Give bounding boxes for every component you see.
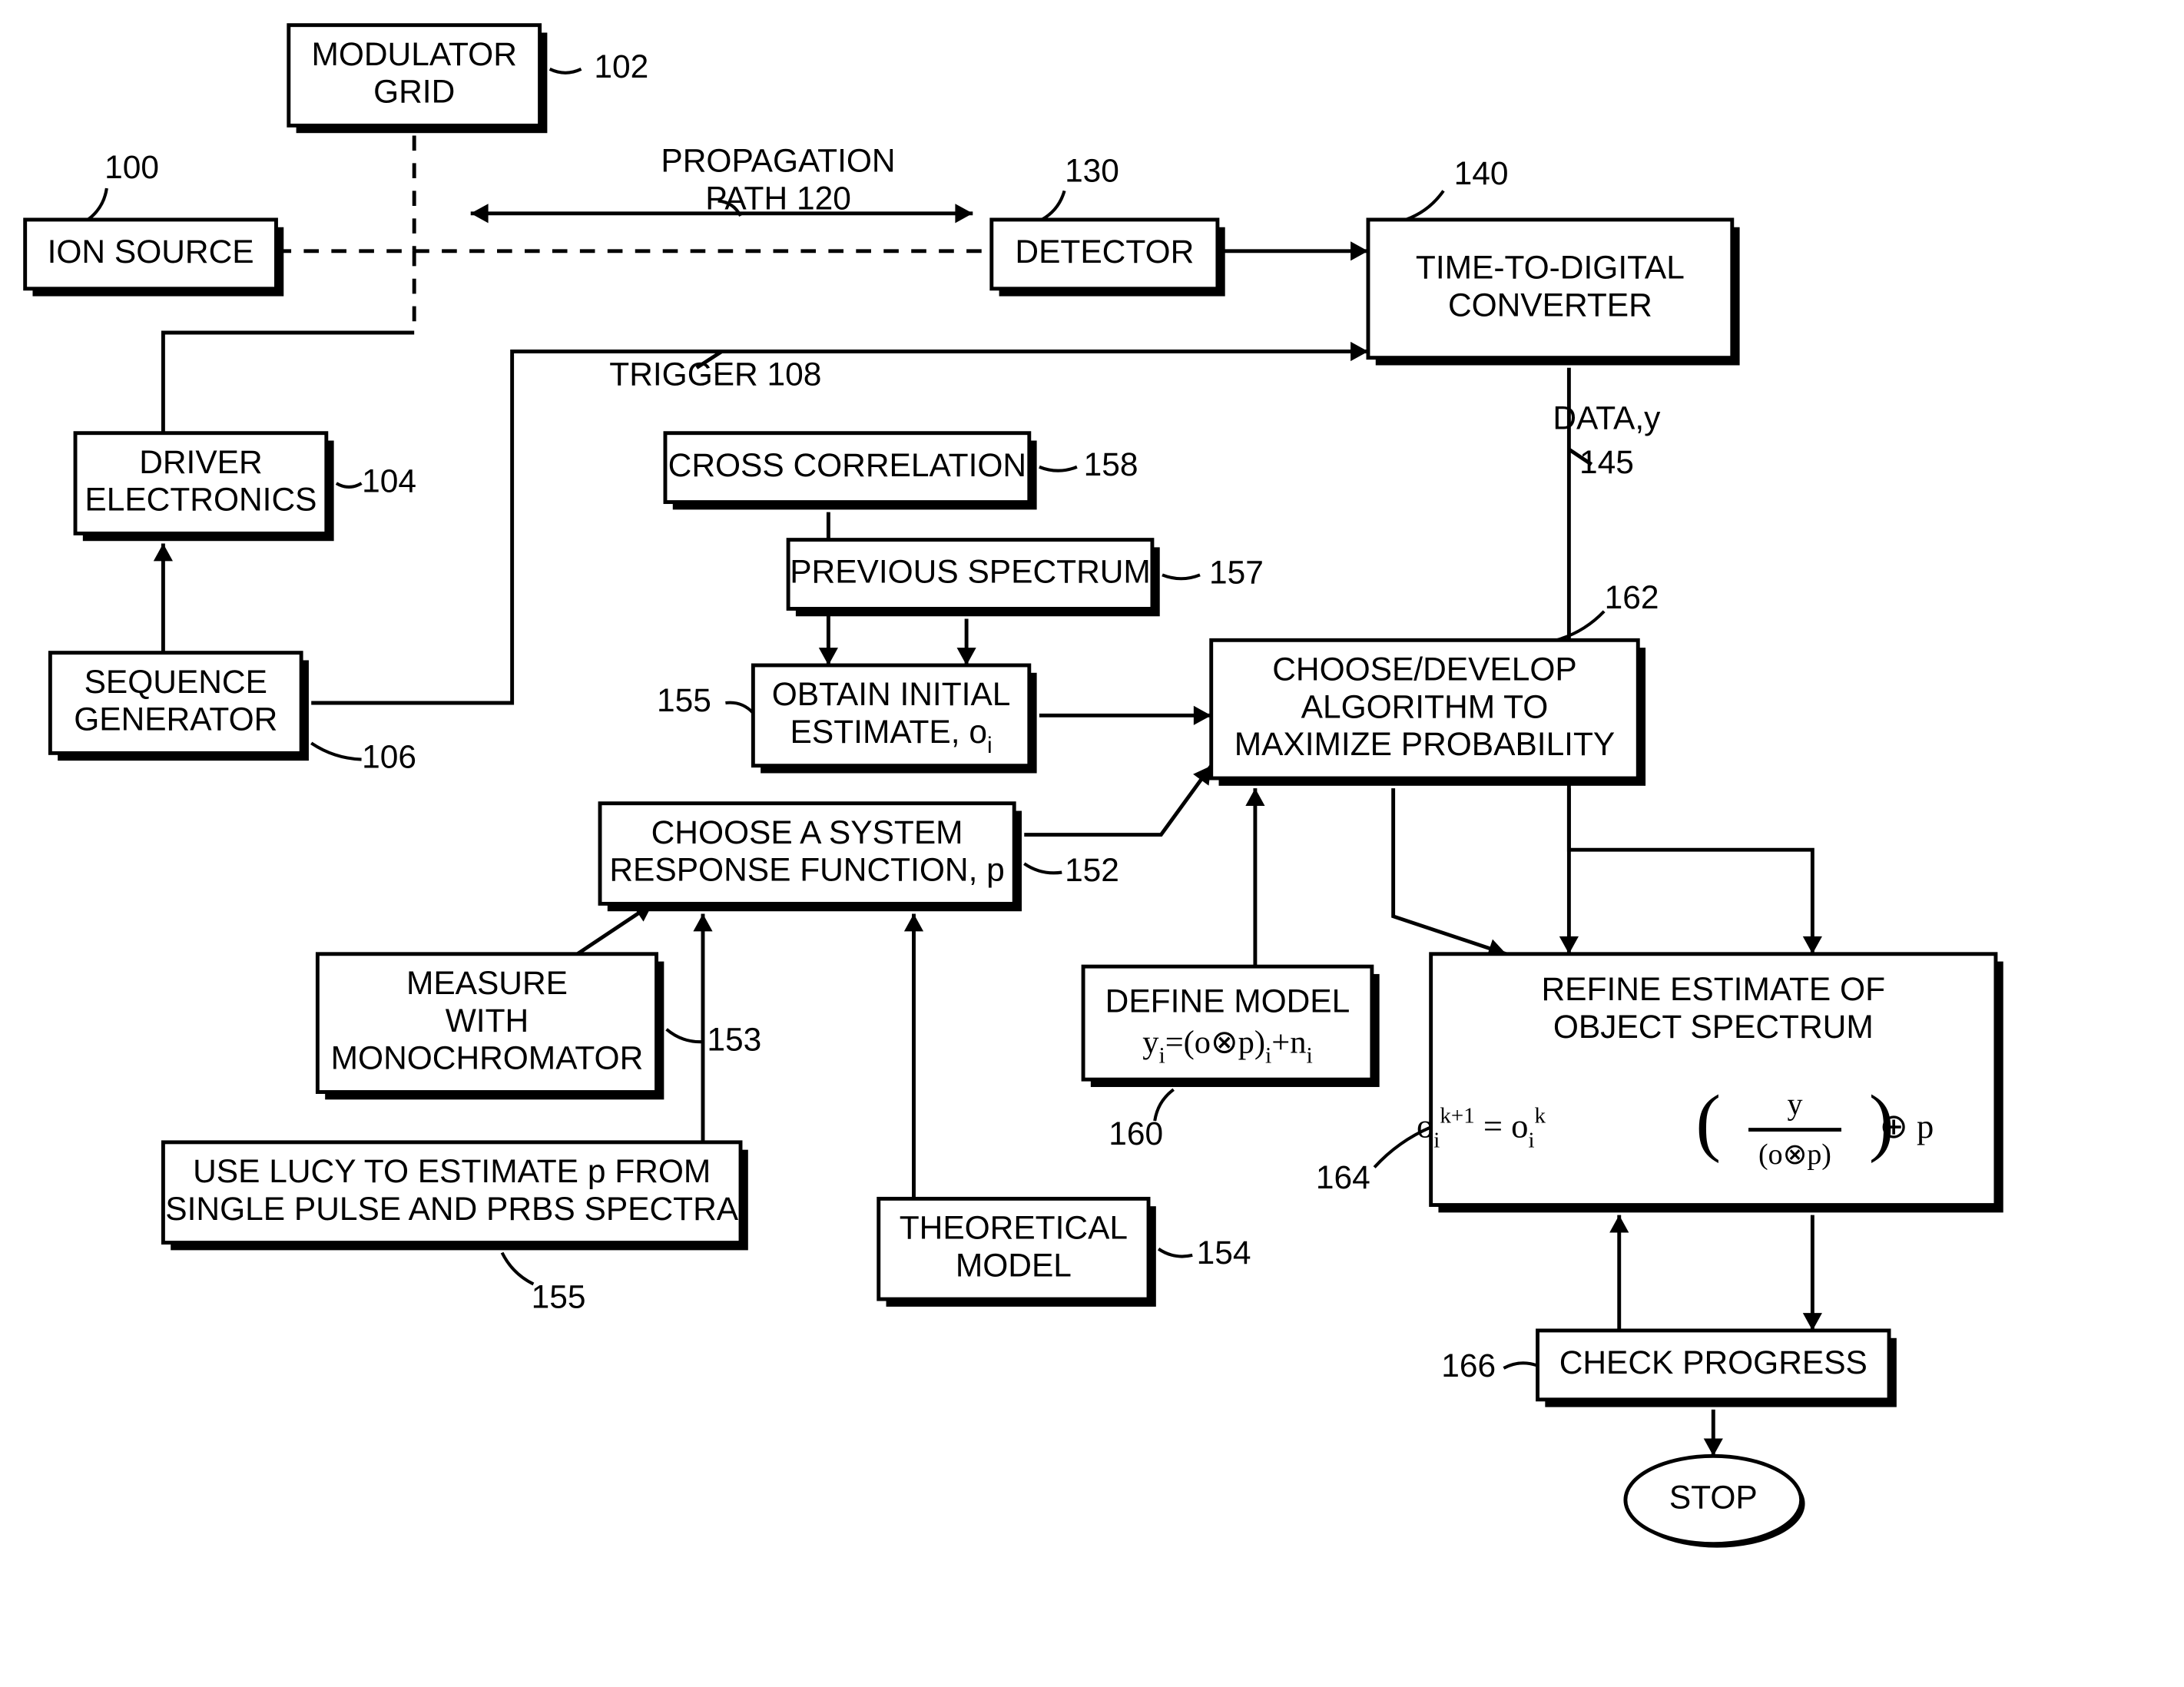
ref-cross_corr: 158	[1084, 447, 1138, 483]
ref-previous_spec: 157	[1209, 555, 1264, 592]
ref-check_progress: 166	[1441, 1348, 1496, 1384]
ref-define_model: 160	[1109, 1116, 1163, 1152]
edge	[1569, 788, 1812, 954]
ref-tdc: 140	[1454, 156, 1509, 192]
eq-tail: ⊕ p	[1880, 1107, 1934, 1145]
label-cross_corr: CROSS CORRELATION	[668, 448, 1026, 484]
eq-paren-l: (	[1695, 1081, 1721, 1164]
label-choose_alg: ALGORITHM TO	[1301, 689, 1549, 725]
ref-detector: 130	[1065, 154, 1119, 190]
label-driver_elec: ELECTRONICS	[85, 482, 316, 519]
free-label-trigger_108: TRIGGER 108	[609, 356, 821, 393]
label-check_progress: CHECK PROGRESS	[1559, 1345, 1868, 1381]
edge	[1394, 788, 1506, 954]
label-define_model: DEFINE MODEL	[1105, 983, 1351, 1019]
label-tdc: CONVERTER	[1448, 287, 1652, 323]
label-detector: DETECTOR	[1015, 234, 1194, 270]
label-measure_mono: MEASURE	[406, 966, 568, 1002]
label-tdc: TIME-TO-DIGITAL	[1416, 250, 1685, 287]
label-modulator_grid: GRID	[373, 75, 455, 111]
edge	[163, 333, 414, 433]
label-measure_mono: MONOCHROMATOR	[331, 1041, 644, 1077]
label-use_lucy: USE LUCY TO ESTIMATE p FROM	[193, 1154, 711, 1190]
label-measure_mono: WITH	[446, 1003, 529, 1039]
ref-obtain_initial: 155	[657, 683, 711, 719]
flow-diagram: ION SOURCE 100 MODULATORGRID 102 DRIVERELECT…	[0, 0, 2184, 1687]
free-label-path_120: PATH 120	[705, 181, 851, 217]
label-refine-2: OBJECT SPECTRUM	[1553, 1009, 1874, 1046]
ref-choose_alg: 162	[1605, 580, 1659, 616]
edge	[1024, 766, 1211, 835]
ref-driver_elec: 104	[362, 463, 416, 499]
label-choose_alg: CHOOSE/DEVELOP	[1272, 652, 1577, 688]
label-sequence_gen: SEQUENCE	[85, 665, 267, 701]
ref-choose_system: 152	[1065, 853, 1119, 889]
ref-use_lucy: 155	[532, 1279, 586, 1315]
free-label-propagation: PROPAGATION	[661, 144, 895, 180]
ref-ion_source: 100	[104, 150, 159, 186]
ref-refine: 164	[1316, 1160, 1370, 1196]
ref-sequence_gen: 106	[362, 740, 416, 776]
label-previous_spec: PREVIOUS SPECTRUM	[790, 555, 1151, 591]
label-ion_source: ION SOURCE	[48, 234, 254, 270]
ref-measure_mono: 153	[707, 1022, 761, 1058]
eq-num: y	[1787, 1086, 1802, 1121]
label-refine: REFINE ESTIMATE OF	[1542, 972, 1886, 1008]
free-label-data_145: 145	[1579, 445, 1634, 481]
label-use_lucy: SINGLE PULSE AND PRBS SPECTRA	[165, 1192, 738, 1228]
label-stop: STOP	[1669, 1480, 1758, 1516]
label-choose_system: RESPONSE FUNCTION, p	[609, 853, 1004, 889]
eq-den: (o⊗p)	[1758, 1138, 1831, 1171]
label-modulator_grid: MODULATOR	[311, 37, 516, 73]
label-theoretical: THEORETICAL	[900, 1211, 1128, 1247]
label-sequence_gen: GENERATOR	[74, 702, 277, 738]
free-label-data_y: DATA,y	[1553, 401, 1661, 437]
label-choose_system: CHOOSE A SYSTEM	[651, 815, 963, 851]
label-theoretical: MODEL	[956, 1248, 1072, 1284]
edge	[276, 251, 414, 333]
ref-theoretical: 154	[1197, 1235, 1251, 1271]
label-choose_alg: MAXIMIZE PROBABILITY	[1235, 727, 1616, 763]
label-driver_elec: DRIVER	[139, 445, 262, 481]
ref-modulator_grid: 102	[594, 49, 648, 85]
label-obtain_initial: OBTAIN INITIAL	[772, 677, 1011, 713]
